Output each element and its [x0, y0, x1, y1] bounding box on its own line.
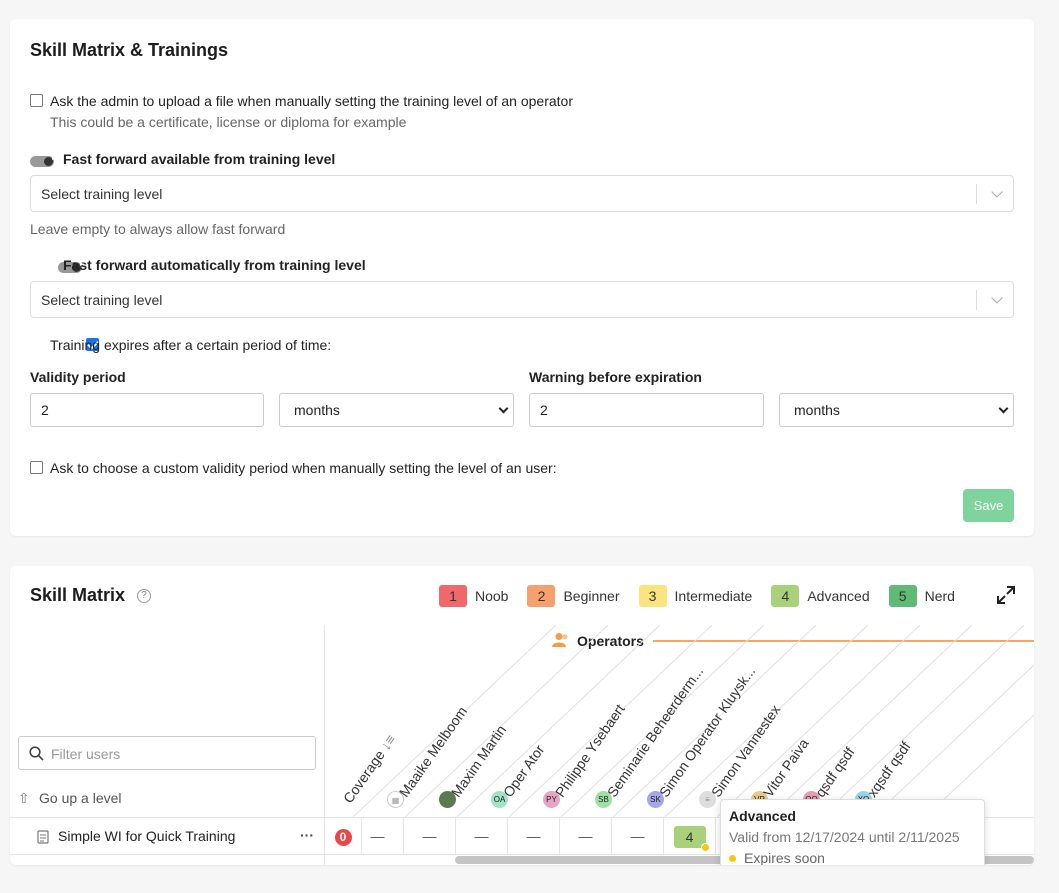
save-button[interactable]: Save [963, 489, 1014, 522]
legend: 1 Noob 2 Beginner 3 Intermediate 4 Advan… [439, 585, 955, 607]
more-icon[interactable]: ··· [300, 827, 314, 843]
legend-badge-nerd: 5 [888, 585, 917, 607]
filter-users-placeholder: Filter users [51, 746, 121, 762]
select-separator [976, 290, 977, 310]
avatar: SB [595, 791, 612, 808]
operators-group-label: Operators [577, 633, 644, 649]
ff-auto-label: Fast forward automatically from training… [63, 257, 366, 273]
level-badge: 4 [673, 826, 710, 853]
legend-label-noob: Noob [475, 588, 509, 604]
chevron-down-icon [991, 186, 1003, 198]
expiry-warning-dot [700, 843, 710, 853]
legend-badge-beginner: 2 [527, 585, 556, 607]
warning-unit-value: months [794, 402, 840, 418]
validity-period-label: Validity period [30, 369, 126, 385]
row-name: Simple WI for Quick Training [58, 828, 236, 844]
legend-badge-noob: 1 [439, 585, 467, 607]
skill-cell-advanced[interactable]: 4 [664, 817, 716, 855]
warning-input[interactable]: 2 [529, 393, 764, 427]
tooltip-valid: Valid from 12/17/2024 until 2/11/2025 [729, 829, 960, 845]
custom-validity-checkbox[interactable] [30, 461, 43, 474]
avatar: PY [543, 791, 560, 808]
legend-label-beginner: Beginner [563, 588, 620, 604]
training-settings-card: Skill Matrix & Trainings Ask the admin t… [10, 19, 1034, 536]
expires-checkbox[interactable] [85, 338, 99, 351]
upload-file-label: Ask the admin to upload a file when manu… [50, 93, 573, 109]
validity-unit-value: months [294, 402, 340, 418]
document-icon [37, 830, 49, 844]
ff-available-placeholder: Select training level [41, 186, 163, 202]
avatar: OA [491, 791, 508, 808]
skill-cell[interactable]: — [560, 817, 612, 855]
search-icon [29, 746, 44, 761]
level-tooltip: Advanced Valid from 12/17/2024 until 2/1… [720, 799, 985, 865]
table-row[interactable]: Simple WI for Quick Training ··· [10, 817, 324, 855]
legend-badge-intermediate: 3 [638, 585, 667, 607]
avatar-qr-icon: ▦ [387, 791, 404, 808]
warning-label: Warning before expiration [529, 369, 702, 385]
level-badge-value: 4 [685, 829, 694, 846]
avatar: SK [647, 791, 664, 808]
legend-label-intermediate: Intermediate [674, 588, 753, 604]
chevron-down-icon [998, 403, 1009, 414]
expand-icon[interactable] [996, 585, 1016, 605]
select-separator [976, 184, 977, 204]
go-up-link[interactable]: ⇧ Go up a level [18, 788, 122, 808]
skill-cell[interactable]: — [508, 817, 560, 855]
go-up-label: Go up a level [39, 790, 122, 806]
skill-cell[interactable]: — [352, 817, 404, 855]
chevron-down-icon [991, 292, 1003, 304]
warning-unit-select[interactable]: months [779, 393, 1014, 427]
tooltip-status: Expires soon [729, 850, 976, 865]
ff-available-select[interactable]: Select training level [30, 175, 1014, 212]
ff-auto-select[interactable]: Select training level [30, 281, 1014, 318]
tooltip-title: Advanced [729, 808, 796, 824]
legend-label-nerd: Nerd [924, 588, 955, 604]
operators-group-line [653, 640, 1034, 642]
ff-available-label: Fast forward available from training lev… [63, 151, 336, 167]
pane-divider [324, 625, 325, 865]
validity-unit-select[interactable]: months [279, 393, 514, 427]
filter-users-field[interactable]: Filter users [18, 736, 316, 770]
skill-cell[interactable]: — [612, 817, 664, 855]
upload-file-checkbox[interactable] [30, 94, 43, 107]
legend-badge-advanced: 4 [771, 585, 800, 607]
avatar-image-icon: ≡ [699, 791, 716, 808]
coverage-badge: 0 [334, 828, 352, 846]
users-icon [552, 633, 568, 647]
chevron-down-icon [498, 403, 509, 414]
header-diagonals [352, 625, 1034, 817]
ff-auto-placeholder: Select training level [41, 292, 163, 308]
avatar-photo-icon [439, 791, 456, 808]
custom-validity-label: Ask to choose a custom validity period w… [50, 460, 557, 476]
skill-cell[interactable]: — [456, 817, 508, 855]
legend-label-advanced: Advanced [807, 588, 870, 604]
help-icon[interactable]: ? [137, 589, 151, 603]
arrow-up-icon: ⇧ [18, 789, 30, 806]
upload-file-hint: This could be a certificate, license or … [50, 114, 407, 130]
fast-forward-icon [57, 260, 82, 273]
warning-dot-icon [729, 854, 736, 862]
fast-forward-icon [30, 154, 54, 167]
ff-available-hint: Leave empty to always allow fast forward [30, 221, 286, 237]
coverage-cell: 0 [325, 817, 362, 855]
validity-period-input[interactable]: 2 [30, 393, 264, 427]
matrix-title: Skill Matrix [30, 585, 126, 605]
expires-label: Training expires after a certain period … [50, 337, 332, 353]
tooltip-status-label: Expires soon [744, 850, 825, 865]
skill-cell[interactable]: — [404, 817, 456, 855]
settings-title: Skill Matrix & Trainings [30, 40, 229, 60]
skill-matrix-card: Skill Matrix ? 1 Noob 2 Beginner 3 Inter… [10, 566, 1034, 865]
